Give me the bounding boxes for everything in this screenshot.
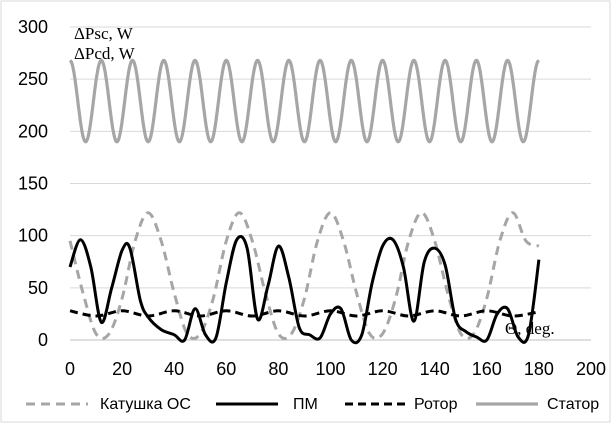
y-axis-label-line-2: ΔPcd, W <box>74 44 136 63</box>
x-tick-label: 140 <box>420 359 450 379</box>
x-tick-label: 20 <box>112 359 132 379</box>
x-tick-label: 60 <box>216 359 236 379</box>
x-tick-label: 40 <box>164 359 184 379</box>
x-axis-label: Θ, deg. <box>505 319 555 338</box>
legend: Катушка ОС ПМ Ротор Статор <box>26 396 599 413</box>
x-axis-ticks: 0 20 40 60 80 100 120 140 160 180 200 <box>65 359 606 379</box>
y-tick-label: 150 <box>18 174 48 194</box>
series-line-ПМ <box>68 235 541 345</box>
legend-label: Статор <box>547 396 599 413</box>
series-group <box>68 58 541 345</box>
x-tick-label: 180 <box>524 359 554 379</box>
y-tick-label: 100 <box>18 226 48 246</box>
x-tick-label: 0 <box>65 359 75 379</box>
y-tick-label: 250 <box>18 69 48 89</box>
x-tick-label: 200 <box>576 359 606 379</box>
legend-label: Ротор <box>414 396 458 413</box>
y-tick-label: 50 <box>28 278 48 298</box>
legend-label: Катушка ОС <box>100 396 191 413</box>
y-axis-label-line-1: ΔPsc, W <box>74 24 134 43</box>
y-tick-label: 300 <box>18 17 48 37</box>
gridlines <box>70 26 591 341</box>
x-tick-label: 120 <box>368 359 398 379</box>
y-axis-ticks: 0 50 100 150 200 250 300 <box>18 17 48 350</box>
series-line-Катушка ОС <box>68 211 540 340</box>
y-tick-label: 200 <box>18 121 48 141</box>
x-tick-label: 80 <box>268 359 288 379</box>
legend-label: ПМ <box>293 396 318 413</box>
series-line-Статор <box>68 58 541 144</box>
y-tick-label: 0 <box>38 330 48 350</box>
x-tick-label: 100 <box>315 359 345 379</box>
x-tick-label: 160 <box>472 359 502 379</box>
